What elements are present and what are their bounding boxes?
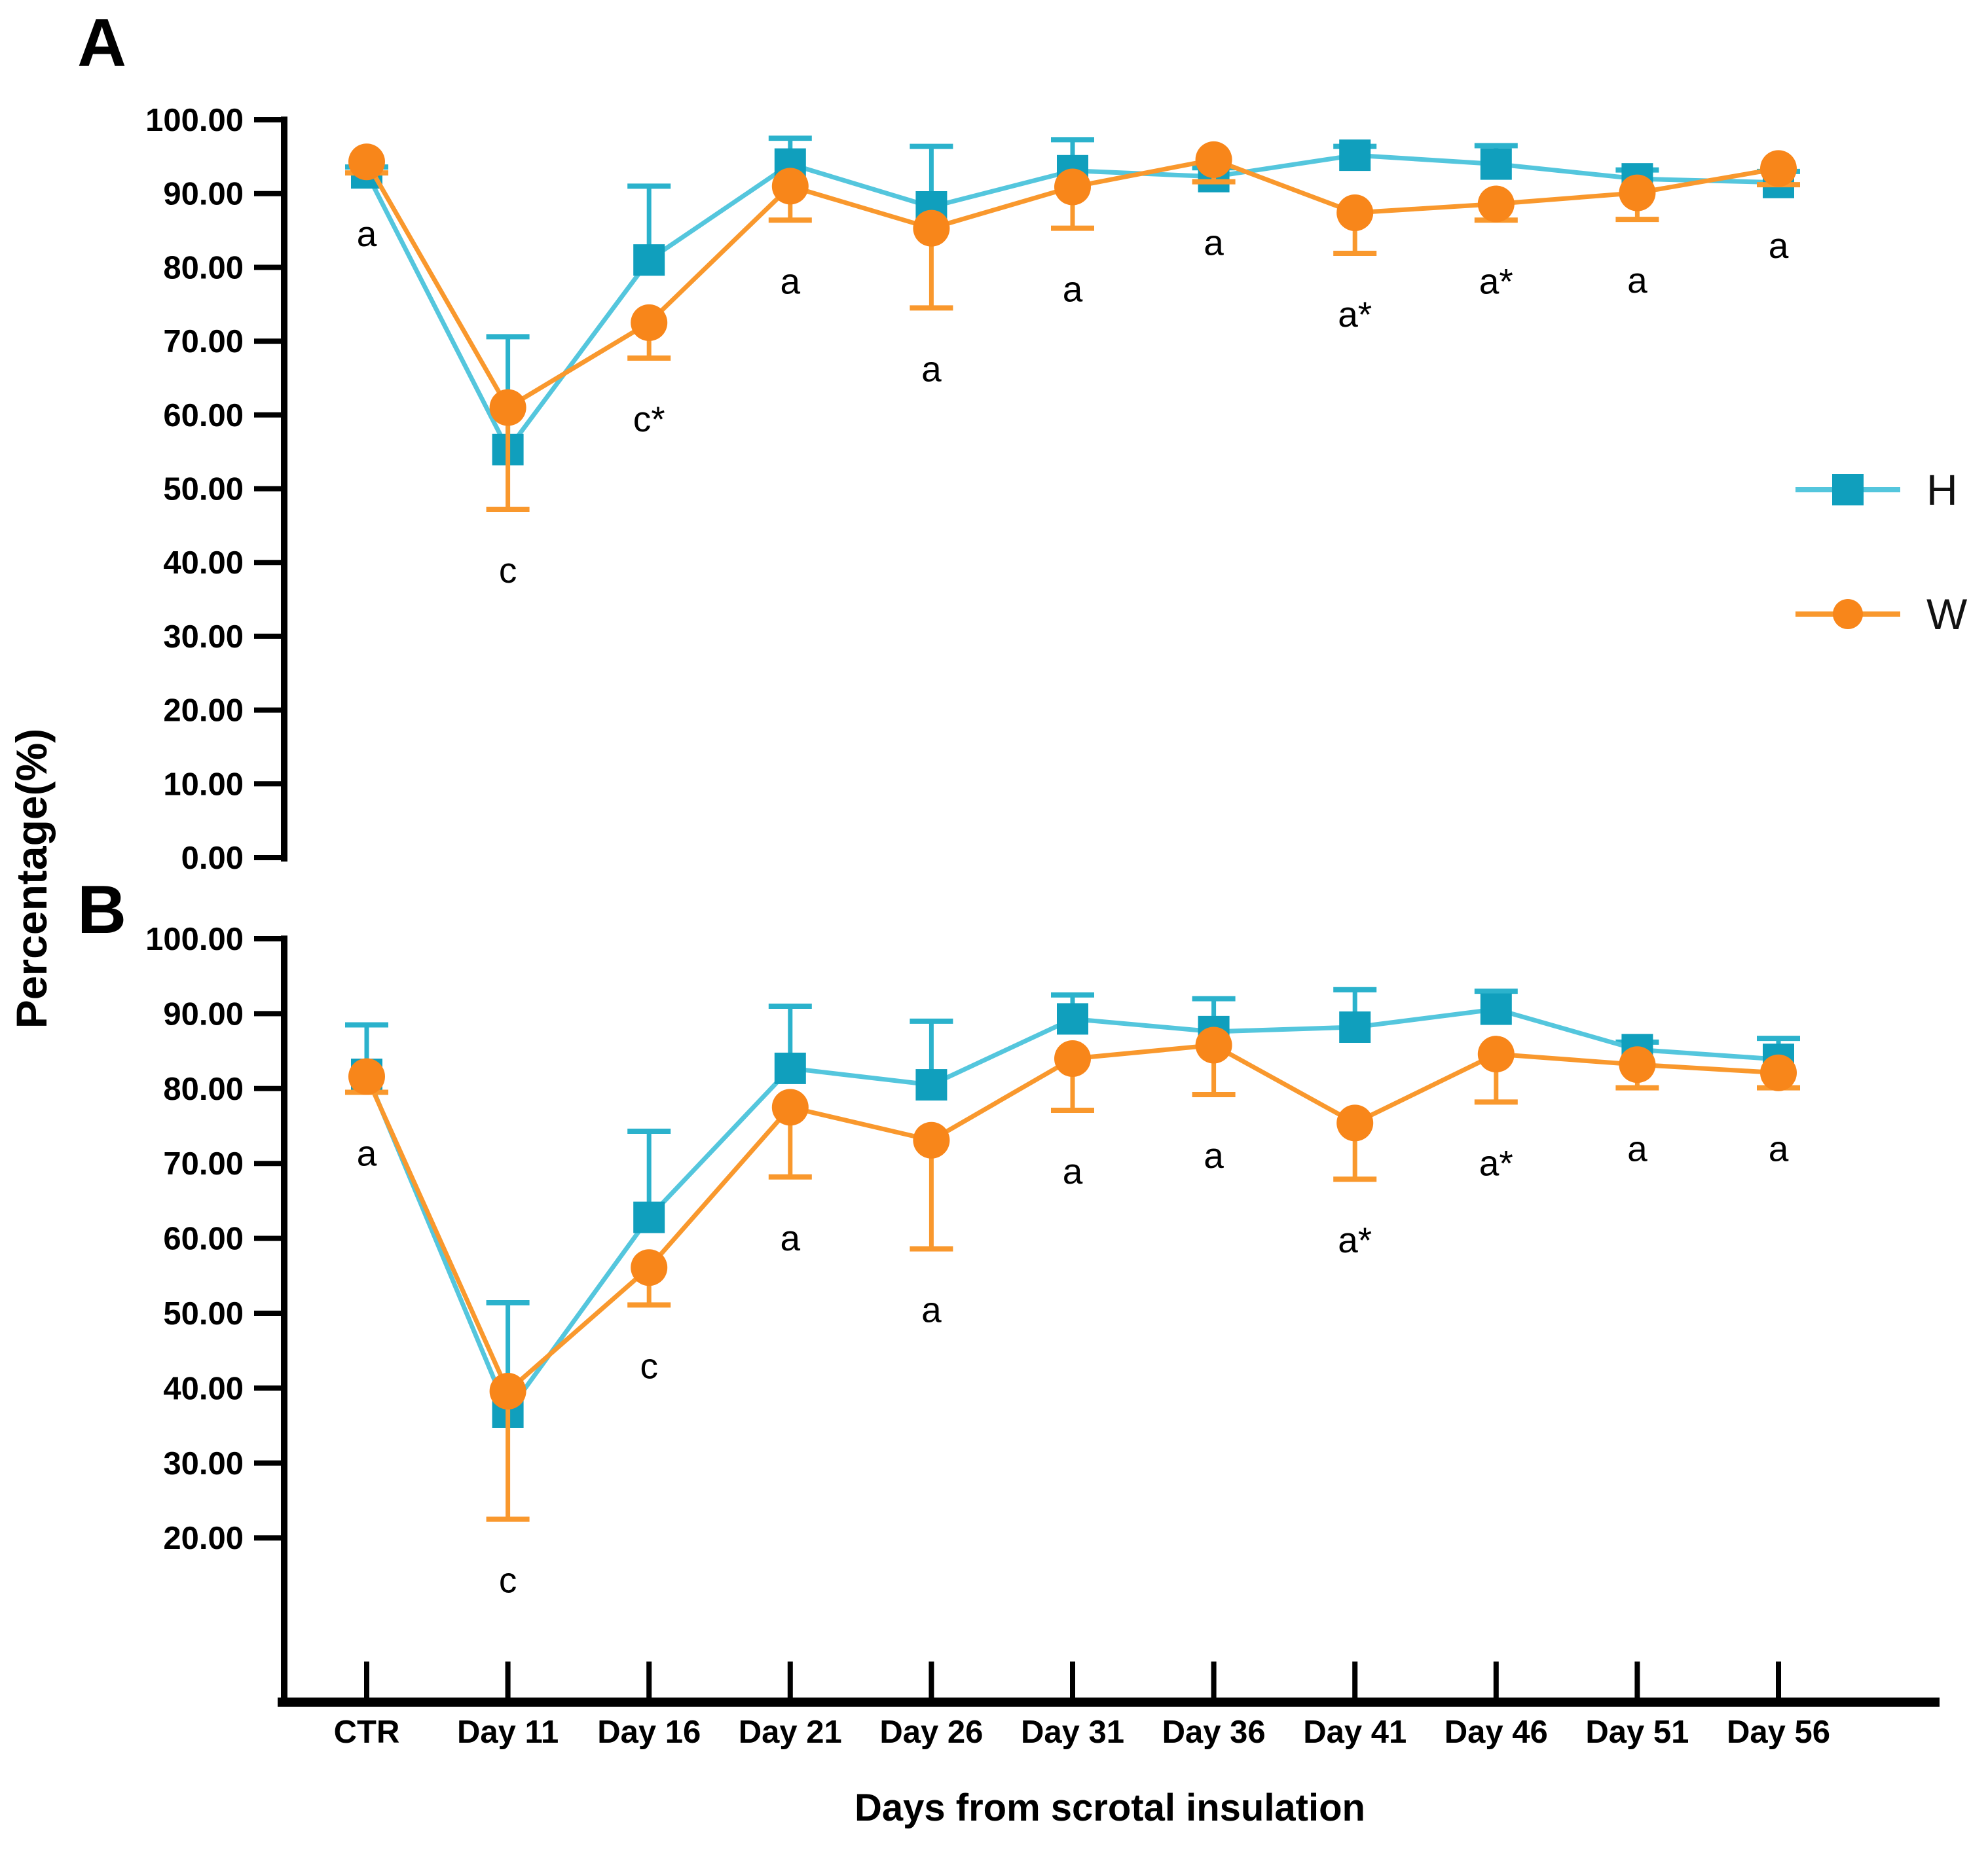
svg-text:c: c xyxy=(499,550,517,591)
y-axis-title: Percentage(%) xyxy=(7,728,56,1029)
w-series-swatch xyxy=(1795,599,1900,629)
legend-item-h: H xyxy=(1795,450,1985,529)
svg-text:c: c xyxy=(499,1560,517,1601)
svg-text:a*: a* xyxy=(1479,1142,1513,1183)
svg-text:50.00: 50.00 xyxy=(163,472,244,507)
svg-text:40.00: 40.00 xyxy=(163,1371,244,1406)
svg-text:a: a xyxy=(1063,1151,1083,1191)
svg-text:Day 31: Day 31 xyxy=(1021,1715,1124,1750)
svg-text:a: a xyxy=(781,261,801,301)
svg-text:40.00: 40.00 xyxy=(163,545,244,581)
svg-text:60.00: 60.00 xyxy=(163,398,244,433)
svg-text:a*: a* xyxy=(1338,294,1372,335)
svg-text:CTR: CTR xyxy=(334,1715,400,1750)
svg-text:Day 11: Day 11 xyxy=(457,1715,559,1750)
svg-text:a: a xyxy=(921,1290,942,1330)
h-square-marker-icon xyxy=(1832,474,1864,505)
svg-text:0.00: 0.00 xyxy=(181,841,244,876)
legend-label-h: H xyxy=(1926,465,1958,514)
svg-text:a: a xyxy=(1769,1129,1789,1169)
svg-text:a: a xyxy=(357,1133,377,1174)
svg-text:a: a xyxy=(1627,1129,1647,1169)
svg-text:70.00: 70.00 xyxy=(163,1146,244,1182)
panel-a-label: A xyxy=(77,5,127,81)
svg-text:30.00: 30.00 xyxy=(163,619,244,655)
svg-text:a: a xyxy=(1627,260,1647,300)
svg-text:90.00: 90.00 xyxy=(163,177,244,212)
svg-text:80.00: 80.00 xyxy=(163,250,244,285)
w-circle-marker-icon xyxy=(1833,599,1863,629)
svg-text:100.00: 100.00 xyxy=(145,922,244,957)
svg-text:Day 16: Day 16 xyxy=(597,1715,701,1750)
svg-text:a*: a* xyxy=(1338,1220,1372,1260)
svg-text:a*: a* xyxy=(1479,261,1513,301)
h-series-swatch xyxy=(1795,474,1900,505)
svg-text:50.00: 50.00 xyxy=(163,1296,244,1332)
svg-text:90.00: 90.00 xyxy=(163,996,244,1032)
svg-text:20.00: 20.00 xyxy=(163,1521,244,1556)
svg-text:c*: c* xyxy=(633,399,665,439)
x-axis-title: Days from scrotal insulation xyxy=(855,1787,1365,1829)
svg-text:Day 21: Day 21 xyxy=(739,1715,842,1750)
svg-text:a: a xyxy=(357,213,377,254)
svg-text:Day 56: Day 56 xyxy=(1727,1715,1830,1750)
legend: H W xyxy=(1795,450,1985,699)
svg-text:a: a xyxy=(1063,269,1083,310)
svg-text:Day 41: Day 41 xyxy=(1303,1715,1407,1750)
svg-text:Day 46: Day 46 xyxy=(1445,1715,1548,1750)
svg-text:a: a xyxy=(1769,225,1789,266)
svg-text:a: a xyxy=(921,348,942,389)
svg-text:a: a xyxy=(1204,1135,1224,1176)
svg-text:a: a xyxy=(781,1218,801,1258)
svg-text:70.00: 70.00 xyxy=(163,324,244,359)
panel-b-label: B xyxy=(77,872,127,948)
svg-text:10.00: 10.00 xyxy=(163,767,244,802)
svg-text:Day 26: Day 26 xyxy=(879,1715,983,1750)
svg-text:80.00: 80.00 xyxy=(163,1072,244,1107)
svg-text:60.00: 60.00 xyxy=(163,1222,244,1257)
legend-label-w: W xyxy=(1926,590,1968,638)
svg-text:100.00: 100.00 xyxy=(145,103,244,138)
svg-text:c: c xyxy=(640,1345,658,1386)
svg-text:30.00: 30.00 xyxy=(163,1446,244,1481)
svg-text:Day 51: Day 51 xyxy=(1585,1715,1689,1750)
svg-text:20.00: 20.00 xyxy=(163,693,244,729)
svg-text:a: a xyxy=(1204,223,1224,263)
svg-text:Day 36: Day 36 xyxy=(1162,1715,1266,1750)
legend-item-w: W xyxy=(1795,575,1985,653)
